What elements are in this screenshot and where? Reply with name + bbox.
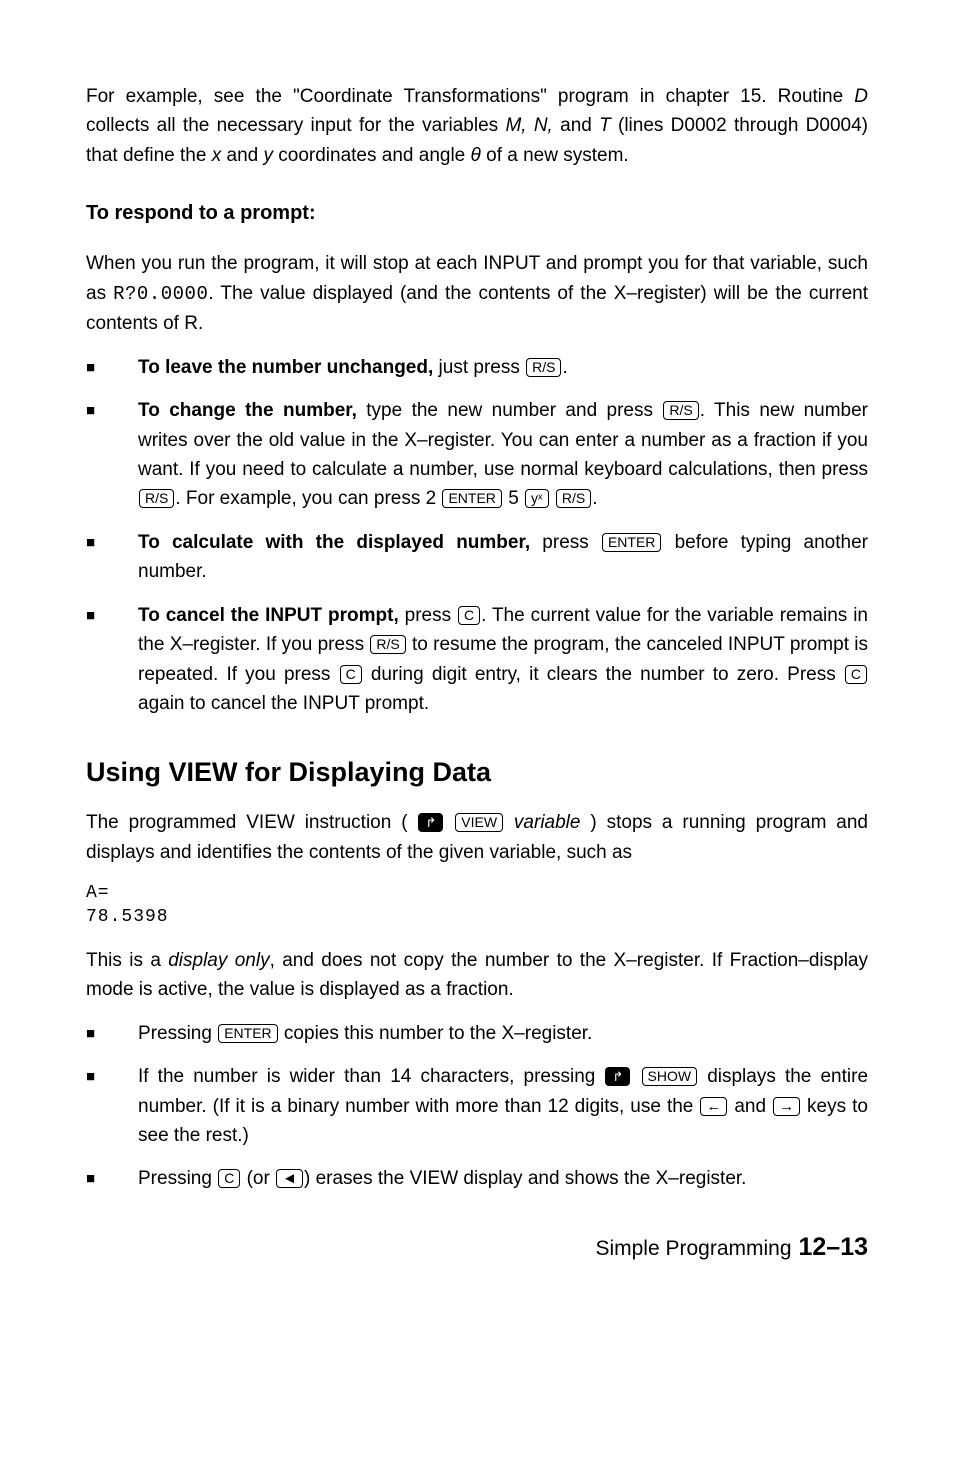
l3-c: ) erases the VIEW display and shows the … [304, 1168, 747, 1189]
shift-key-icon: ↱ [418, 813, 443, 832]
b1-rest: just press [433, 357, 525, 378]
list-item: To change the number, type the new numbe… [86, 396, 868, 514]
page-footer: Simple Programming 12–13 [86, 1228, 868, 1267]
b4-e: again to cancel the INPUT prompt. [138, 693, 429, 714]
prompt-code: R?0.0000 [113, 283, 208, 305]
prompt-bullets: To leave the number unchanged, just pres… [86, 353, 868, 719]
footer-text: Simple Programming [595, 1237, 791, 1260]
backspace-key: ◄ [276, 1169, 303, 1188]
l3-a: Pressing [138, 1168, 217, 1189]
b2-c: . For example, you can press 2 [175, 488, 441, 509]
l2-c: and [728, 1096, 772, 1117]
prompt-intro: When you run the program, it will stop a… [86, 249, 868, 338]
rs-key: R/S [663, 401, 698, 420]
view-key: VIEW [455, 813, 503, 832]
list-item: To cancel the INPUT prompt, press C. The… [86, 601, 868, 719]
page-container: For example, see the "Coordinate Transfo… [0, 0, 954, 1317]
view-p-a: The programmed VIEW instruction ( [86, 812, 417, 833]
list-item: If the number is wider than 14 character… [86, 1062, 868, 1150]
intro-text-e: and [221, 145, 263, 166]
display-line-1: A= [86, 881, 868, 905]
left-arrow-key: ← [700, 1097, 727, 1116]
b2-d: 5 [503, 488, 524, 509]
b4-a: press [399, 605, 457, 626]
intro-paragraph: For example, see the "Coordinate Transfo… [86, 82, 868, 170]
list-item: To leave the number unchanged, just pres… [86, 353, 868, 382]
intro-em-x: x [212, 145, 222, 166]
enter-key: ENTER [218, 1024, 277, 1043]
list-item: Pressing ENTER copies this number to the… [86, 1019, 868, 1048]
l1-a: Pressing [138, 1023, 217, 1044]
l3-b: (or [241, 1168, 275, 1189]
b2-lead: To change the number, [138, 400, 357, 421]
intro-em-y: y [263, 145, 273, 166]
b1-lead: To leave the number unchanged, [138, 357, 433, 378]
intro-em-MN: M, N, [505, 115, 552, 136]
disp-p-a: This is a [86, 950, 168, 971]
b1-period: . [562, 357, 567, 378]
c-key: C [845, 665, 867, 684]
right-arrow-key: → [773, 1097, 800, 1116]
c-key: C [340, 665, 362, 684]
show-key: SHOW [642, 1067, 698, 1086]
b3-a: press [530, 532, 601, 553]
shift-key-icon: ↱ [605, 1067, 630, 1086]
display-only-paragraph: This is a display only, and does not cop… [86, 946, 868, 1005]
view-paragraph: The programmed VIEW instruction ( ↱ VIEW… [86, 808, 868, 867]
view-var: variable [504, 812, 580, 833]
intro-em-T: T [599, 115, 611, 136]
b2-e [550, 488, 555, 509]
rs-key: R/S [556, 489, 591, 508]
intro-text-f: coordinates and angle [273, 145, 471, 166]
l2-a: If the number is wider than 14 character… [138, 1066, 604, 1087]
list-item: To calculate with the displayed number, … [86, 528, 868, 587]
page-number: 12–13 [792, 1233, 868, 1261]
b2-a: type the new number and press [357, 400, 662, 421]
section-heading: Using VIEW for Displaying Data [86, 752, 868, 794]
rs-key: R/S [139, 489, 174, 508]
b3-lead: To calculate with the displayed number, [138, 532, 530, 553]
enter-key: ENTER [442, 489, 501, 508]
intro-text-a: For example, see the "Coordinate Transfo… [86, 86, 854, 107]
l1-b: copies this number to the X–register. [279, 1023, 593, 1044]
calculator-display: A= 78.5398 [86, 881, 868, 930]
rs-key: R/S [370, 635, 405, 654]
intro-theta: θ [471, 145, 487, 166]
list-item: Pressing C (or ◄) erases the VIEW displa… [86, 1164, 868, 1193]
view-bullets: Pressing ENTER copies this number to the… [86, 1019, 868, 1194]
display-line-2: 78.5398 [86, 905, 868, 929]
c-key: C [458, 606, 480, 625]
b2-period: . [592, 488, 597, 509]
intro-text-c: and [553, 115, 599, 136]
intro-text-g: of a new system. [486, 145, 629, 166]
enter-key: ENTER [602, 533, 661, 552]
c-key: C [218, 1169, 240, 1188]
intro-text-b: collects all the necessary input for the… [86, 115, 505, 136]
prompt-heading: To respond to a prompt: [86, 198, 868, 229]
yx-key: yˣ [525, 489, 549, 508]
intro-em-D: D [854, 86, 868, 107]
b4-d: during digit entry, it clears the number… [363, 664, 844, 685]
b4-lead: To cancel the INPUT prompt, [138, 605, 399, 626]
disp-only: display only [168, 950, 269, 971]
rs-key: R/S [526, 358, 561, 377]
